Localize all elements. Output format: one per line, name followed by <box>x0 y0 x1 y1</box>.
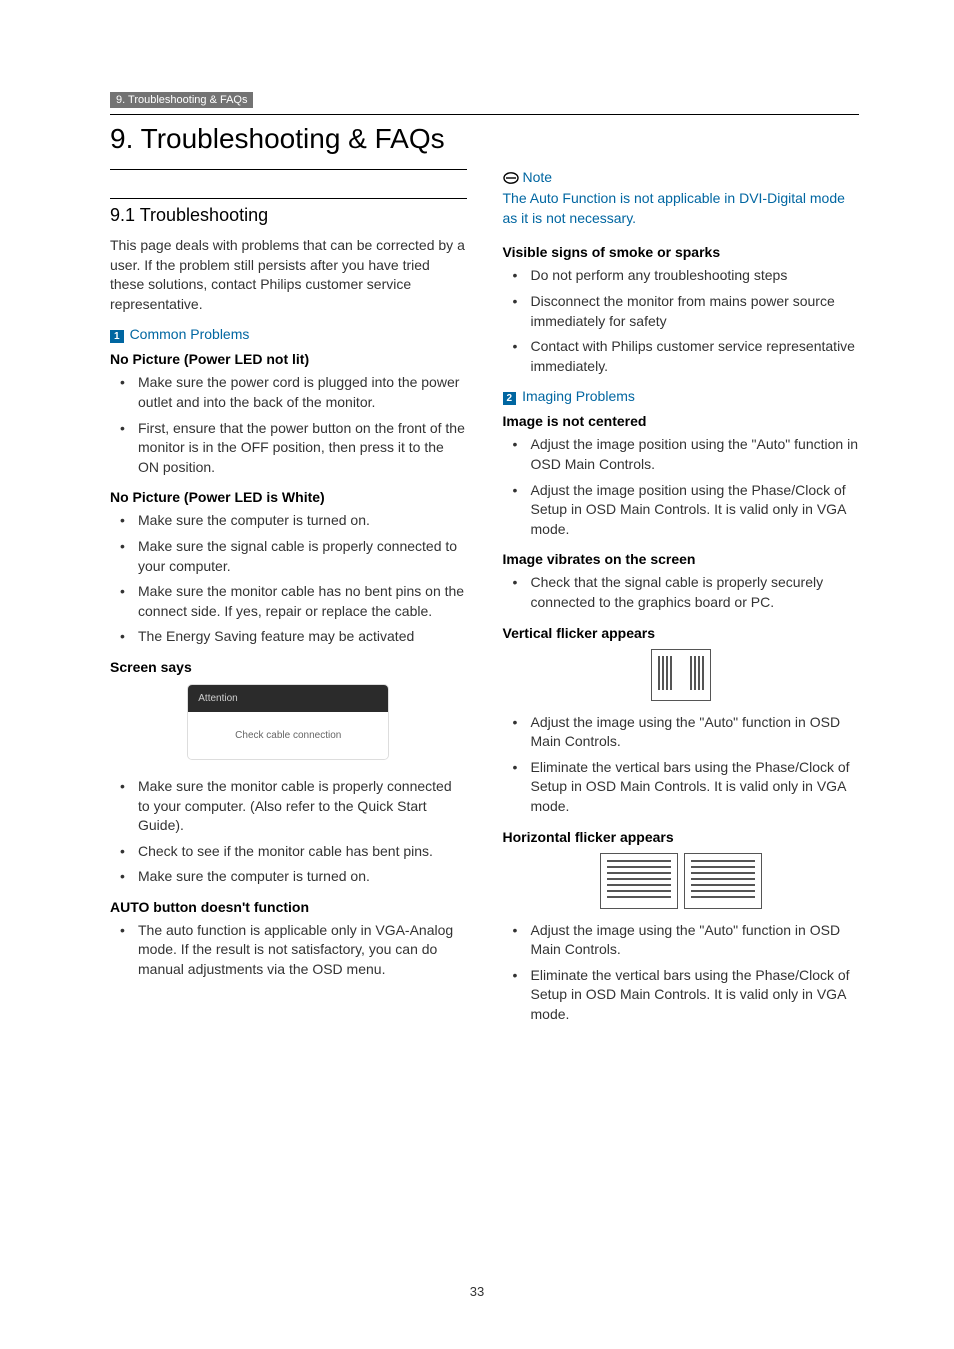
list-item: Adjust the image using the "Auto" functi… <box>503 713 860 752</box>
vertical-flicker-heading: Vertical flicker appears <box>503 625 860 641</box>
imaging-problems-label: Imaging Problems <box>522 388 635 404</box>
list-item: Contact with Philips customer service re… <box>503 337 860 376</box>
list-item: Adjust the image position using the "Aut… <box>503 435 860 474</box>
screen-says-heading: Screen says <box>110 659 467 675</box>
title-rule-top <box>110 114 859 115</box>
list-item: The auto function is applicable only in … <box>110 921 467 980</box>
list-item: Adjust the image position using the Phas… <box>503 481 860 540</box>
no-picture-led-white-heading: No Picture (Power LED is White) <box>110 489 467 505</box>
image-vibrates-heading: Image vibrates on the screen <box>503 551 860 567</box>
number-badge-1: 1 <box>110 330 124 343</box>
list-item: Make sure the computer is turned on. <box>110 511 467 531</box>
list-item: Make sure the monitor cable has no bent … <box>110 582 467 621</box>
bullets-horizontal-flicker: Adjust the image using the "Auto" functi… <box>503 921 860 1025</box>
main-title: 9. Troubleshooting & FAQs <box>110 123 859 155</box>
common-problems-heading: 1 Common Problems <box>110 326 467 343</box>
vertical-flicker-figure <box>503 649 860 701</box>
list-item: Disconnect the monitor from mains power … <box>503 292 860 331</box>
list-item: The Energy Saving feature may be activat… <box>110 627 467 647</box>
list-item: Make sure the power cord is plugged into… <box>110 373 467 412</box>
image-not-centered-heading: Image is not centered <box>503 413 860 429</box>
list-item: Eliminate the vertical bars using the Ph… <box>503 758 860 817</box>
list-item: Check to see if the monitor cable has be… <box>110 842 467 862</box>
attention-title: Attention <box>188 685 388 712</box>
bullets-no-picture-white: Make sure the computer is turned on. Mak… <box>110 511 467 647</box>
note-label: Note <box>523 169 553 185</box>
note-heading: Note <box>503 169 860 185</box>
smoke-sparks-heading: Visible signs of smoke or sparks <box>503 244 860 260</box>
intro-text: This page deals with problems that can b… <box>110 236 467 314</box>
list-item: Make sure the signal cable is properly c… <box>110 537 467 576</box>
list-item: Adjust the image using the "Auto" functi… <box>503 921 860 960</box>
no-picture-led-not-lit-heading: No Picture (Power LED not lit) <box>110 351 467 367</box>
note-icon <box>503 171 519 185</box>
note-body: The Auto Function is not applicable in D… <box>503 189 860 228</box>
imaging-problems-heading: 2 Imaging Problems <box>503 388 860 405</box>
list-item: Eliminate the vertical bars using the Ph… <box>503 966 860 1025</box>
list-item: Do not perform any troubleshooting steps <box>503 266 860 286</box>
chapter-bar: 9. Troubleshooting & FAQs <box>110 92 253 108</box>
list-item: Make sure the monitor cable is properly … <box>110 777 467 836</box>
attention-body: Check cable connection <box>188 712 388 759</box>
list-item: Check that the signal cable is properly … <box>503 573 860 612</box>
left-column: 9.1 Troubleshooting This page deals with… <box>110 169 467 1037</box>
bullets-screen-says: Make sure the monitor cable is properly … <box>110 777 467 887</box>
list-item: Make sure the computer is turned on. <box>110 867 467 887</box>
section-title: 9.1 Troubleshooting <box>110 205 467 226</box>
bullets-no-picture-not-lit: Make sure the power cord is plugged into… <box>110 373 467 477</box>
bullets-vertical-flicker: Adjust the image using the "Auto" functi… <box>503 713 860 817</box>
vertical-flicker-icon <box>651 649 711 701</box>
horizontal-flicker-heading: Horizontal flicker appears <box>503 829 860 845</box>
right-column: Note The Auto Function is not applicable… <box>503 169 860 1037</box>
title-rule-bottom <box>110 169 467 170</box>
bullets-auto-button: The auto function is applicable only in … <box>110 921 467 980</box>
horizontal-flicker-icon <box>600 853 678 909</box>
horizontal-flicker-icon <box>684 853 762 909</box>
list-item: First, ensure that the power button on t… <box>110 419 467 478</box>
bullets-not-centered: Adjust the image position using the "Aut… <box>503 435 860 539</box>
number-badge-2: 2 <box>503 392 517 405</box>
page-number: 33 <box>0 1284 954 1299</box>
bullets-smoke: Do not perform any troubleshooting steps… <box>503 266 860 376</box>
section-rule <box>110 198 467 199</box>
content-columns: 9.1 Troubleshooting This page deals with… <box>110 169 859 1037</box>
horizontal-flicker-figure <box>503 853 860 909</box>
common-problems-label: Common Problems <box>130 326 250 342</box>
attention-dialog: Attention Check cable connection <box>188 685 388 759</box>
auto-button-heading: AUTO button doesn't function <box>110 899 467 915</box>
bullets-vibrates: Check that the signal cable is properly … <box>503 573 860 612</box>
